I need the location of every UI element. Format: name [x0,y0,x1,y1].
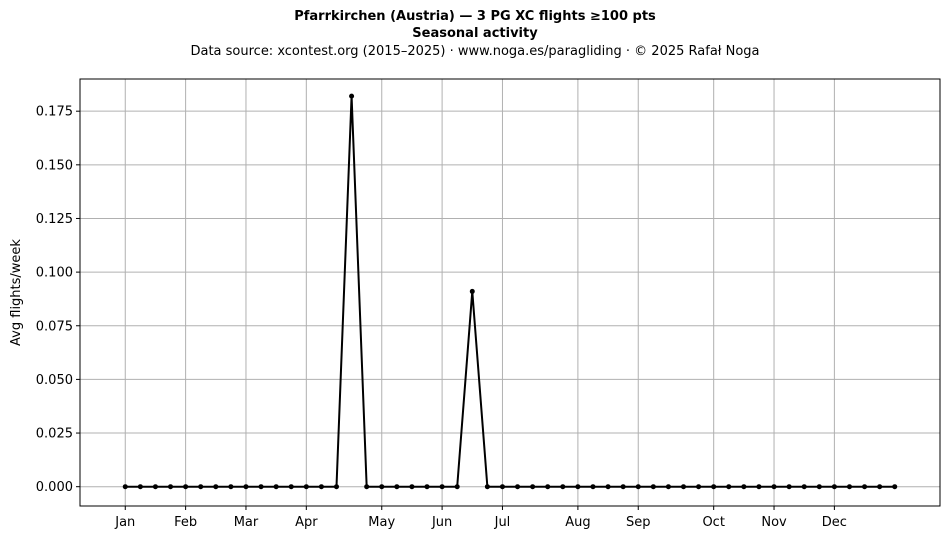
tick-layer: 0.000 0.025 0.050 0.075 0.100 0.125 0.150 0.175… [36,105,847,530]
data-point [892,484,898,490]
data-point [711,484,717,490]
x-tick-label: Feb [174,515,197,530]
data-point [213,484,219,490]
data-point [364,484,370,490]
x-tick-label: Dec [822,515,847,530]
data-point [515,484,521,490]
x-tick-label: May [368,515,395,530]
data-point [198,484,204,490]
y-tick-label: 0.000 [36,480,73,495]
data-point [530,484,536,490]
data-point [122,484,128,490]
data-point [575,484,581,490]
y-axis-label: Avg flights/week [9,239,24,346]
x-tick-label: Oct [702,515,724,530]
y-tick-label: 0.050 [36,373,73,388]
x-tick-label: Mar [234,515,259,530]
data-point [635,484,641,490]
data-point [726,484,732,490]
data-point [349,93,355,99]
chart-subtitle: Seasonal activity [412,26,538,41]
data-point [243,484,249,490]
chart-title: Pfarrkirchen (Austria) — 3 PG XC flights… [294,9,656,24]
data-point [665,484,671,490]
data-point [846,484,852,490]
x-tick-label: Jun [431,515,452,530]
data-point [379,484,385,490]
data-point [168,484,174,490]
data-point [424,484,430,490]
series-layer [122,93,898,490]
data-point [409,484,415,490]
data-point [756,484,762,490]
x-tick-label: Sep [626,515,651,530]
chart-source-line: Data source: xcontest.org (2015–2025) · … [190,44,760,59]
x-tick-label: Nov [761,515,787,530]
data-point [499,484,505,490]
y-tick-label: 0.175 [36,105,73,120]
data-point [394,484,400,490]
data-point [741,484,747,490]
data-point [862,484,868,490]
data-point [786,484,792,490]
data-point [228,484,234,490]
data-point [620,484,626,490]
data-point [183,484,189,490]
data-point [303,484,309,490]
data-point [650,484,656,490]
y-tick-label: 0.025 [36,427,73,442]
y-tick-label: 0.125 [36,212,73,227]
x-tick-label: Jul [494,515,511,530]
y-tick-label: 0.150 [36,158,73,173]
x-tick-label: Aug [565,515,590,530]
data-point [696,484,702,490]
y-tick-label: 0.075 [36,319,73,334]
x-tick-label: Jan [114,515,135,530]
x-tick-label: Apr [295,515,318,530]
data-point [605,484,611,490]
data-point [258,484,264,490]
data-point [877,484,883,490]
data-point [681,484,687,490]
data-point [469,288,475,294]
data-point [801,484,807,490]
data-point [288,484,294,490]
data-point [152,484,158,490]
y-tick-label: 0.100 [36,266,73,281]
data-point [816,484,822,490]
data-point [771,484,777,490]
data-point [590,484,596,490]
data-point [560,484,566,490]
data-point [333,484,339,490]
data-point [454,484,460,490]
data-point [137,484,143,490]
plot-frame [79,78,941,507]
data-point [545,484,551,490]
data-point [484,484,490,490]
data-point [439,484,445,490]
grid-layer [80,79,940,506]
data-point [831,484,837,490]
data-point [273,484,279,490]
series-line [125,95,895,488]
data-point [318,484,324,490]
